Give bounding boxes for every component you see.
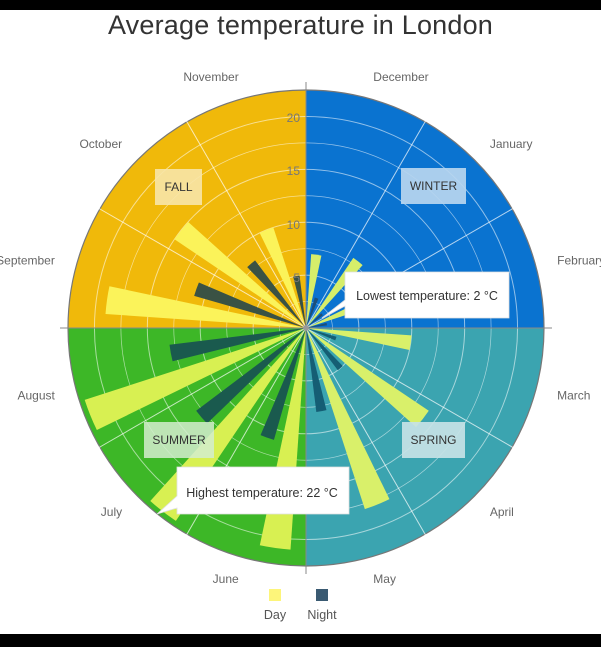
svg-text:WINTER: WINTER	[410, 179, 458, 193]
month-label-october: October	[79, 137, 122, 151]
bar-day-april[interactable]	[306, 328, 429, 428]
month-label-january: January	[490, 137, 533, 151]
sector-winter	[306, 90, 544, 328]
tooltip-lowest: Lowest temperature: 2 °C	[321, 271, 510, 319]
bar-day-march[interactable]	[306, 328, 412, 350]
bar-night-january[interactable]	[306, 313, 323, 328]
bar-day-october[interactable]	[174, 221, 306, 328]
season-label-spring: SPRING	[402, 422, 465, 458]
month-label-march: March	[557, 388, 590, 402]
svg-text:Day: Day	[264, 608, 287, 622]
legend-item-night[interactable]: Night	[307, 589, 337, 622]
bar-night-june[interactable]	[260, 328, 306, 440]
tick-5: 5	[293, 271, 300, 285]
legend: Day Night	[264, 589, 337, 622]
svg-text:SPRING: SPRING	[410, 433, 456, 447]
bar-day-september[interactable]	[105, 286, 306, 328]
bar-day-december[interactable]	[306, 254, 322, 328]
svg-text:Highest temperature: 22 °C: Highest temperature: 22 °C	[186, 486, 338, 500]
season-label-fall: FALL	[155, 169, 202, 205]
bar-night-august[interactable]	[169, 328, 306, 362]
season-label-summer: SUMMER	[144, 422, 214, 458]
svg-text:Lowest temperature: 2 °C: Lowest temperature: 2 °C	[356, 289, 498, 303]
bar-night-september[interactable]	[194, 282, 306, 328]
bar-day-may[interactable]	[306, 328, 390, 510]
chart-title: Average temperature in London	[107, 10, 494, 40]
month-label-november: November	[183, 70, 238, 84]
bar-night-february[interactable]	[306, 322, 327, 328]
svg-text:SUMMER: SUMMER	[152, 433, 206, 447]
bar-night-december[interactable]	[306, 297, 319, 328]
month-label-december: December	[373, 70, 428, 84]
tick-10: 10	[287, 218, 301, 232]
month-label-april: April	[490, 505, 514, 519]
bar-night-april[interactable]	[306, 328, 343, 371]
bar-night-july[interactable]	[196, 328, 306, 424]
sector-fall	[68, 90, 306, 328]
season-label-winter: WINTER	[401, 168, 466, 204]
bar-day-november[interactable]	[259, 227, 306, 328]
bar-night-march[interactable]	[306, 328, 337, 341]
month-label-may: May	[373, 572, 396, 586]
bar-night-november[interactable]	[293, 275, 306, 328]
tick-15: 15	[287, 164, 301, 178]
month-labels: December January February March April May June…	[0, 70, 601, 586]
tooltip-highest: Highest temperature: 22 °C	[156, 466, 350, 515]
month-label-february: February	[557, 254, 601, 268]
bar-night-may[interactable]	[306, 328, 327, 412]
bar-day-august[interactable]	[84, 328, 306, 431]
month-label-july: July	[101, 505, 122, 519]
tick-20: 20	[287, 111, 301, 125]
svg-text:FALL: FALL	[164, 180, 192, 194]
month-label-september: September	[0, 254, 55, 268]
legend-swatch-night	[316, 589, 328, 601]
svg-text:Night: Night	[307, 608, 337, 622]
legend-item-day[interactable]: Day	[264, 589, 287, 622]
month-label-june: June	[213, 572, 239, 586]
bar-night-october[interactable]	[247, 260, 306, 328]
month-label-august: August	[17, 388, 55, 402]
legend-swatch-day	[269, 589, 281, 601]
